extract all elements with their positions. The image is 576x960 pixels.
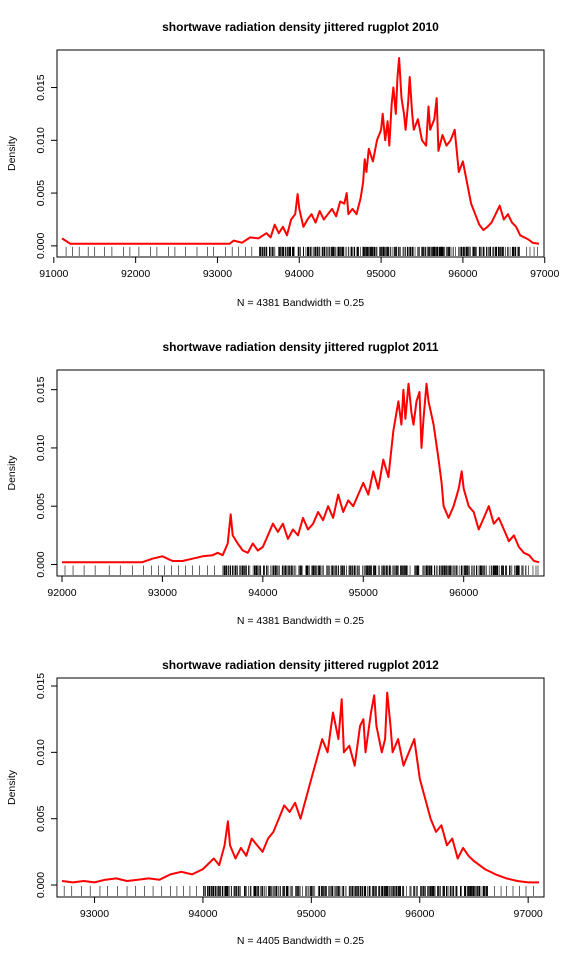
x-tick-label: 94000 (188, 908, 217, 920)
y-axis-title: Density (6, 455, 18, 491)
y-axis-title: Density (6, 135, 18, 171)
x-tick-label: 96000 (449, 587, 478, 599)
x-tick-label: 94000 (248, 587, 277, 599)
x-tick-label: 97000 (530, 268, 559, 280)
x-tick-label: 96000 (405, 908, 434, 920)
x-tick-label: 95000 (366, 268, 395, 280)
rug-marks (64, 565, 539, 575)
y-tick-label: 0.000 (35, 233, 47, 259)
density-curve (62, 382, 540, 564)
x-tick-label: 96000 (448, 268, 477, 280)
density-panel-1: shortwave radiation density jittered rug… (6, 20, 560, 309)
x-axis-title: N = 4405 Bandwidth = 0.25 (237, 935, 364, 947)
y-tick-label: 0.015 (35, 673, 47, 699)
x-tick-label: 92000 (47, 587, 76, 599)
chart-title: shortwave radiation density jittered rug… (162, 20, 439, 34)
plot-frame (56, 369, 545, 577)
y-tick-label: 0.005 (35, 180, 47, 206)
x-tick-label: 93000 (80, 908, 109, 920)
plot-frame (56, 677, 545, 898)
rug-marks (65, 246, 538, 256)
density-panel-3: shortwave radiation density jittered rug… (6, 658, 545, 947)
x-tick-label: 91000 (39, 268, 68, 280)
x-tick-label: 97000 (514, 908, 543, 920)
x-tick-label: 95000 (297, 908, 326, 920)
x-tick-label: 93000 (203, 268, 232, 280)
plot-frame (56, 49, 545, 258)
chart-title: shortwave radiation density jittered rug… (162, 658, 439, 672)
y-tick-label: 0.000 (35, 551, 47, 577)
x-axis-title: N = 4381 Bandwidth = 0.25 (237, 297, 364, 309)
y-tick-label: 0.010 (35, 739, 47, 765)
density-panel-2: shortwave radiation density jittered rug… (6, 340, 545, 627)
y-tick-label: 0.010 (35, 435, 47, 461)
y-tick-label: 0.010 (35, 127, 47, 153)
density-curve (61, 691, 539, 884)
chart-title: shortwave radiation density jittered rug… (162, 340, 438, 354)
rug-marks (63, 886, 534, 896)
y-tick-label: 0.000 (35, 872, 47, 898)
y-tick-label: 0.005 (35, 805, 47, 831)
x-tick-label: 95000 (349, 587, 378, 599)
y-tick-label: 0.015 (35, 376, 47, 402)
x-tick-label: 94000 (285, 268, 314, 280)
x-axis-title: N = 4381 Bandwidth = 0.25 (237, 615, 364, 627)
y-tick-label: 0.015 (35, 74, 47, 100)
y-tick-label: 0.005 (35, 493, 47, 519)
density-curve (61, 57, 540, 245)
x-tick-label: 92000 (121, 268, 150, 280)
x-tick-label: 93000 (148, 587, 177, 599)
y-axis-title: Density (6, 769, 18, 805)
